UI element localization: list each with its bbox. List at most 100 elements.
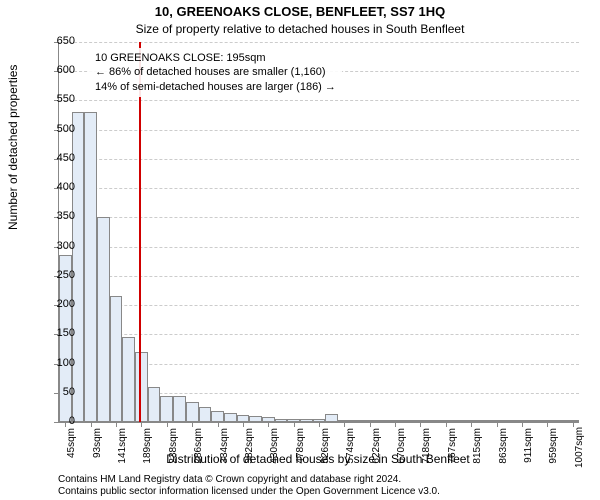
xtick-label: 574sqm [345,428,356,468]
xtick-label: 863sqm [498,428,509,468]
xtick-mark [192,423,193,427]
xtick-mark [243,423,244,427]
xtick-mark [471,423,472,427]
histogram-bar [262,417,275,422]
xtick-label: 670sqm [396,428,407,468]
attribution: Contains HM Land Registry data © Crown c… [58,474,440,498]
grid-line [59,188,579,189]
histogram-bar [516,420,529,422]
chart-title: 10, GREENOAKS CLOSE, BENFLEET, SS7 1HQ [0,4,600,19]
histogram-bar [160,396,173,422]
xtick-label: 526sqm [320,428,331,468]
xtick-label: 45sqm [66,428,77,468]
xtick-label: 141sqm [117,428,128,468]
ytick-label: 0 [45,415,75,427]
plot-area: 10 GREENOAKS CLOSE: 195sqm ← 86% of deta… [58,42,579,423]
ytick-label: 100 [45,357,75,369]
histogram-bar [465,420,478,422]
histogram-bar [325,414,338,422]
ytick-label: 200 [45,298,75,310]
ytick-label: 650 [45,35,75,47]
ytick-label: 550 [45,93,75,105]
histogram-bar [173,396,186,422]
xtick-label: 718sqm [421,428,432,468]
chart-container: { "title": "10, GREENOAKS CLOSE, BENFLEE… [0,0,600,500]
xtick-label: 767sqm [447,428,458,468]
ytick-label: 600 [45,64,75,76]
grid-line [59,276,579,277]
xtick-mark [268,423,269,427]
info-line-3: 14% of semi-detached houses are larger (… [95,80,336,94]
histogram-bar [338,420,351,422]
histogram-bar [84,112,97,422]
histogram-bar [503,420,516,422]
histogram-bar [122,337,135,422]
histogram-bar [554,420,567,422]
grid-line [59,247,579,248]
histogram-bar [313,419,326,422]
xtick-mark [420,423,421,427]
histogram-bar [414,420,427,422]
grid-line [59,130,579,131]
histogram-bar [211,411,224,422]
ytick-label: 250 [45,269,75,281]
attribution-line-1: Contains HM Land Registry data © Crown c… [58,474,440,486]
histogram-bar [528,420,541,422]
marker-line [139,42,141,422]
xtick-label: 286sqm [193,428,204,468]
xtick-label: 622sqm [371,428,382,468]
info-line-2: ← 86% of detached houses are smaller (1,… [95,65,336,79]
histogram-bar [541,420,554,422]
xtick-mark [116,423,117,427]
ytick-label: 150 [45,327,75,339]
histogram-bar [110,296,123,422]
histogram-bar [300,419,313,422]
histogram-bar [389,420,402,422]
xtick-mark [395,423,396,427]
histogram-bar [452,420,465,422]
histogram-bar [275,419,288,423]
ytick-label: 500 [45,123,75,135]
histogram-bar [363,420,376,422]
info-box: 10 GREENOAKS CLOSE: 195sqm ← 86% of deta… [89,48,342,97]
xtick-label: 1007sqm [574,428,585,468]
xtick-mark [547,423,548,427]
xtick-label: 911sqm [523,428,534,468]
xtick-mark [141,423,142,427]
xtick-label: 478sqm [295,428,306,468]
xtick-mark [218,423,219,427]
xtick-label: 93sqm [92,428,103,468]
xtick-label: 238sqm [168,428,179,468]
xtick-mark [91,423,92,427]
xtick-label: 815sqm [472,428,483,468]
histogram-bar [287,419,300,423]
xtick-mark [497,423,498,427]
y-axis-label: Number of detached properties [6,65,20,230]
xtick-label: 430sqm [269,428,280,468]
xtick-mark [167,423,168,427]
histogram-bar [490,420,503,422]
grid-line [59,159,579,160]
ytick-label: 300 [45,240,75,252]
xtick-label: 959sqm [548,428,559,468]
histogram-bar [566,420,579,422]
grid-line [59,334,579,335]
histogram-bar [401,420,414,422]
histogram-bar [148,387,161,422]
histogram-bar [427,420,440,422]
xtick-mark [522,423,523,427]
histogram-bar [186,402,199,422]
grid-line [59,305,579,306]
grid-line [59,100,579,101]
histogram-bar [351,420,364,422]
histogram-bar [237,415,250,422]
attribution-line-2: Contains public sector information licen… [58,486,440,498]
ytick-label: 350 [45,210,75,222]
xtick-label: 334sqm [219,428,230,468]
histogram-bar [439,420,452,422]
grid-line [59,217,579,218]
ytick-label: 450 [45,152,75,164]
xtick-mark [294,423,295,427]
xtick-label: 382sqm [244,428,255,468]
ytick-label: 400 [45,181,75,193]
